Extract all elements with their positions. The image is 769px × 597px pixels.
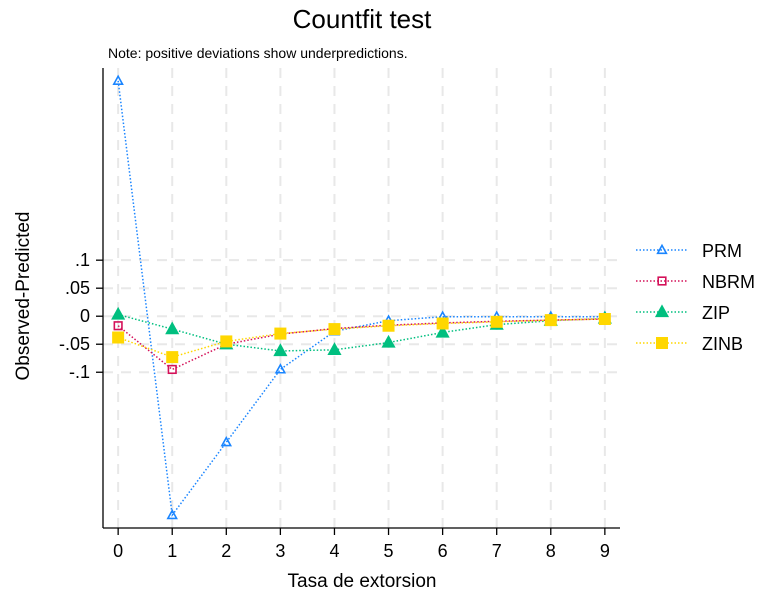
data-point-zinb [436, 317, 449, 330]
series-prm [112, 74, 611, 520]
data-point-zinb [328, 323, 341, 336]
x-tick-label: 8 [546, 541, 556, 561]
axes [102, 68, 620, 529]
chart-note: Note: positive deviations show underpred… [108, 45, 408, 61]
legend-marker-zip [654, 304, 670, 318]
legend-item-nbrm: NBRM [636, 272, 755, 292]
series-line-prm [117, 80, 605, 518]
series-line-nbrm [117, 318, 605, 371]
legend-label-prm: PRM [702, 241, 742, 261]
x-axis-label: Tasa de extorsion [288, 571, 437, 592]
legend-label-zinb: ZINB [702, 334, 743, 354]
data-point-zip [111, 306, 126, 320]
x-tick-label: 2 [221, 541, 231, 561]
chart-title: Countfit test [293, 4, 433, 34]
y-axis-label: Observed-Predicted [13, 212, 34, 381]
series-line-zinb [117, 318, 605, 358]
data-point-nbrm [113, 321, 123, 331]
data-point-zinb [166, 351, 179, 364]
x-tick-label: 0 [113, 541, 123, 561]
data-point-zip [381, 334, 396, 348]
legend-marker-prm [656, 243, 668, 255]
legend-item-prm: PRM [636, 241, 742, 261]
x-tick-label: 6 [438, 541, 448, 561]
legend-item-zinb: ZINB [636, 334, 743, 354]
legend-label-nbrm: NBRM [702, 272, 755, 292]
series-zinb [112, 313, 611, 364]
data-point-nbrm [167, 364, 177, 375]
legend-marker-zinb [655, 336, 668, 349]
data-point-zinb [544, 314, 557, 327]
data-point-zip [273, 343, 288, 357]
legend-item-zip: ZIP [636, 303, 730, 323]
x-tick-label: 4 [329, 541, 339, 561]
data-point-zinb [598, 313, 611, 326]
y-tick-label: -.1 [69, 362, 90, 382]
data-point-prm [166, 508, 178, 520]
y-tick-label: .05 [65, 278, 90, 298]
series [111, 74, 612, 520]
x-tick-label: 5 [384, 541, 394, 561]
y-tick-label: 0 [80, 306, 90, 326]
data-point-zinb [382, 319, 395, 332]
tick-labels: 0 1 2 3 4 5 6 7 8 9 .1 .05 0 -.05 -.1 [59, 250, 610, 561]
legend-label-zip: ZIP [702, 303, 730, 323]
x-tick-label: 7 [492, 541, 502, 561]
data-point-zinb [490, 315, 503, 328]
data-point-zip [435, 324, 450, 338]
data-point-zip [327, 342, 342, 355]
x-tick-label: 3 [275, 541, 285, 561]
data-point-zinb [112, 331, 125, 344]
y-tick-label: -.05 [59, 334, 90, 354]
data-point-zinb [220, 335, 233, 348]
data-point-prm [274, 363, 287, 374]
legend: PRM NBRM ZIP ZINB [636, 241, 755, 354]
x-tick-label: 1 [167, 541, 177, 561]
data-point-prm [112, 74, 124, 85]
x-tick-label: 9 [600, 541, 610, 561]
series-line-zip [117, 313, 605, 352]
grid [103, 68, 620, 528]
data-point-zip [165, 321, 180, 335]
legend-marker-nbrm [657, 276, 667, 286]
y-tick-label: .1 [75, 250, 90, 270]
data-point-prm [220, 436, 233, 447]
data-point-zinb [274, 327, 287, 340]
